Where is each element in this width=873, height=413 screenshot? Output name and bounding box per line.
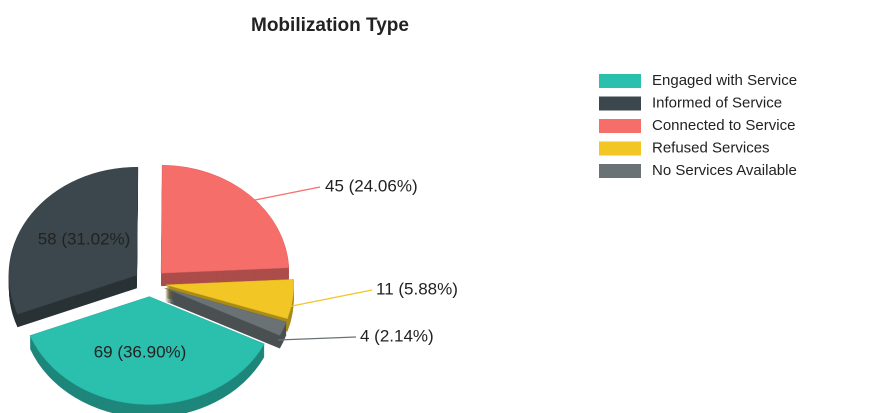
legend-swatch	[599, 164, 641, 178]
slice	[8, 167, 139, 315]
data-label: 58 (31.02%)	[38, 229, 131, 248]
leader-line	[286, 289, 373, 308]
legend-label: Informed of Service	[652, 94, 782, 111]
data-label: 45 (24.06%)	[325, 176, 418, 195]
leader-line	[254, 186, 321, 201]
data-label: 4 (2.14%)	[360, 326, 434, 345]
legend-swatch	[599, 74, 641, 88]
chart-title: Mobilization Type	[251, 15, 409, 36]
data-label: 11 (5.88%)	[376, 279, 458, 298]
slice	[160, 164, 290, 274]
legend-label: Connected to Service	[652, 117, 795, 134]
legend-swatch	[599, 96, 641, 111]
legend-swatch	[599, 141, 641, 156]
legend-label: No Services Available	[652, 162, 797, 179]
slice	[165, 279, 295, 320]
slice	[164, 287, 287, 336]
legend-label: Refused Services	[652, 139, 770, 156]
slice	[29, 296, 265, 405]
legend-swatch	[599, 119, 641, 133]
data-label: 69 (36.90%)	[94, 342, 187, 361]
legend-label: Engaged with Service	[652, 72, 797, 89]
leader-line	[277, 336, 357, 341]
